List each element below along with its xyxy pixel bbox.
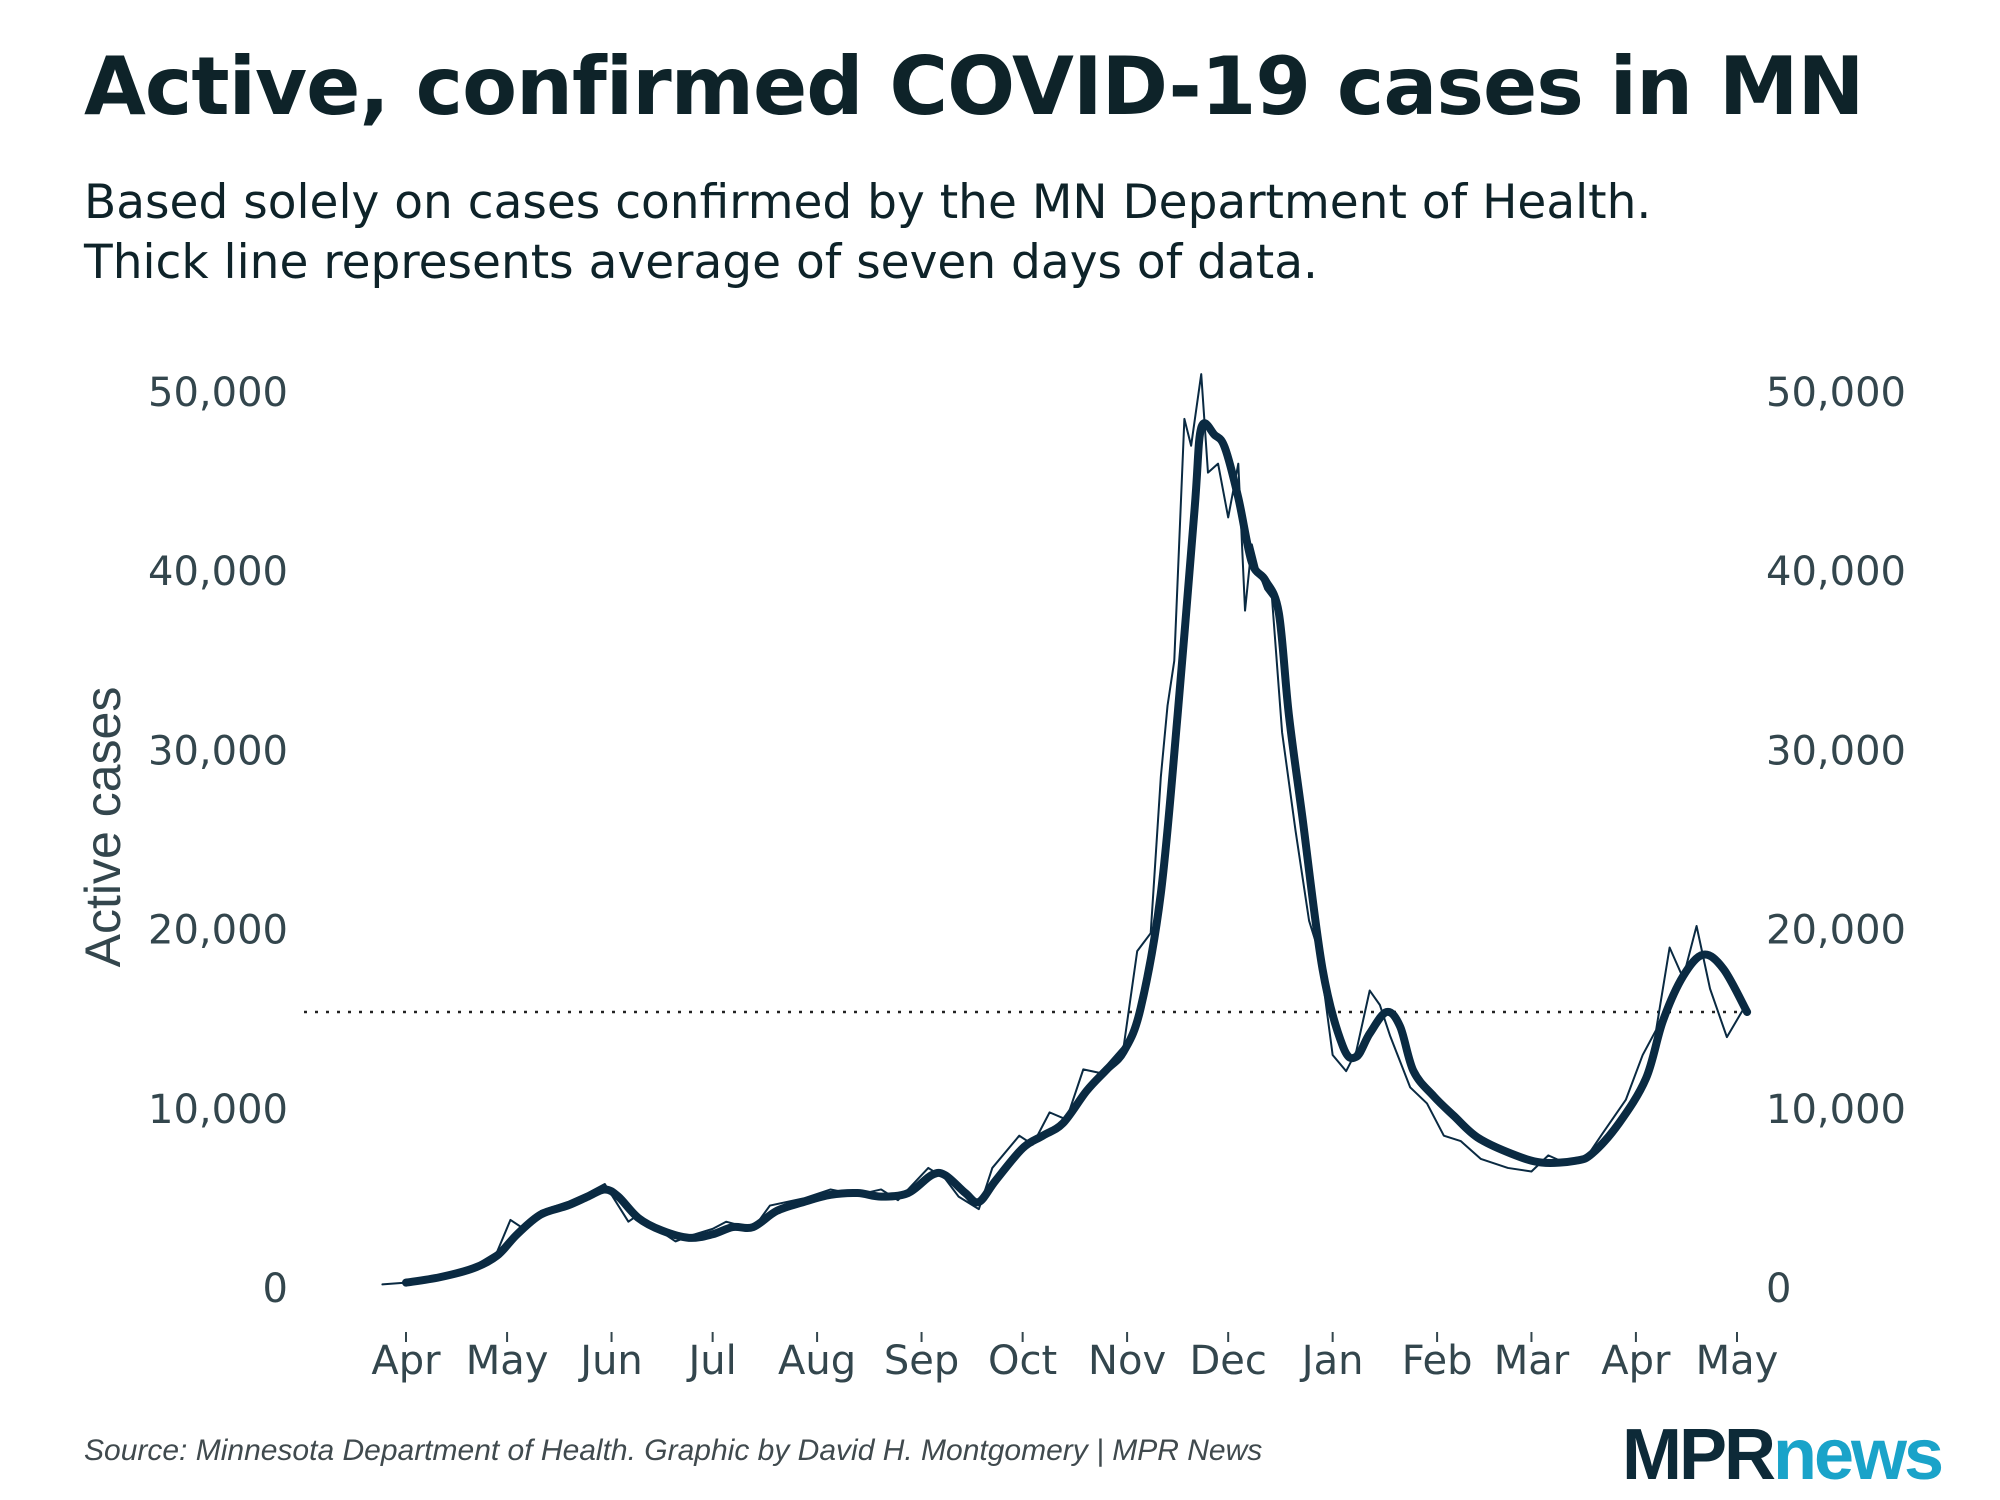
y-tick-label-right: 30,000 (1766, 728, 1906, 774)
mpr-news-logo: MPRnews (1622, 1414, 1944, 1496)
chart-subtitle-line-2: Thick line represents average of seven d… (84, 235, 1318, 290)
x-axis: Apr May Jun Jul Aug Sep Oct Nov Dec Jan Feb Mar Apr M… (371, 1332, 1778, 1384)
x-tick-label: Jan (1299, 1338, 1364, 1384)
y-tick-label-right: 0 (1766, 1266, 1791, 1312)
y-axis-right: 0 10,000 20,000 30,000 40,000 50,000 (1766, 370, 1906, 1312)
x-tick-label: Mar (1494, 1338, 1570, 1384)
logo-news: news (1773, 1415, 1944, 1495)
daily-line (381, 373, 1745, 1286)
y-tick-label-right: 40,000 (1766, 549, 1906, 595)
y-tick-label-left: 0 (263, 1266, 288, 1312)
x-tick-label: Nov (1088, 1338, 1166, 1384)
y-tick-label-left: 40,000 (148, 549, 288, 595)
y-tick-label-left: 50,000 (148, 370, 288, 416)
x-tick-label: Sep (884, 1338, 959, 1384)
x-tick-label: Apr (1601, 1338, 1671, 1384)
x-tick-label: Aug (778, 1338, 856, 1384)
chart-subtitle-line-1: Based solely on cases confirmed by the M… (84, 175, 1652, 230)
y-axis-title: Active cases (75, 687, 131, 968)
x-tick-label: Jul (686, 1338, 737, 1384)
x-tick-label: Feb (1402, 1338, 1473, 1384)
y-tick-label-right: 10,000 (1766, 1087, 1906, 1133)
x-tick-label: Apr (371, 1338, 441, 1384)
x-tick-label: May (466, 1338, 549, 1384)
y-tick-label-left: 30,000 (148, 728, 288, 774)
x-tick-label: Jun (577, 1338, 643, 1384)
y-tick-label-right: 20,000 (1766, 908, 1906, 954)
x-tick-label: Dec (1189, 1338, 1266, 1384)
logo-mpr: MPR (1622, 1415, 1776, 1495)
x-tick-label: Oct (988, 1338, 1057, 1384)
source-note: Source: Minnesota Department of Health. … (84, 1434, 1263, 1467)
chart-title: Active, confirmed COVID-19 cases in MN (84, 40, 1864, 133)
x-tick-label: May (1696, 1338, 1779, 1384)
seven-day-average-line (402, 419, 1752, 1287)
series-group (381, 373, 1752, 1287)
y-tick-label-left: 20,000 (148, 908, 288, 954)
y-axis-left: 0 10,000 20,000 30,000 40,000 50,000 (148, 370, 288, 1312)
y-tick-label-left: 10,000 (148, 1087, 288, 1133)
y-tick-label-right: 50,000 (1766, 370, 1906, 416)
